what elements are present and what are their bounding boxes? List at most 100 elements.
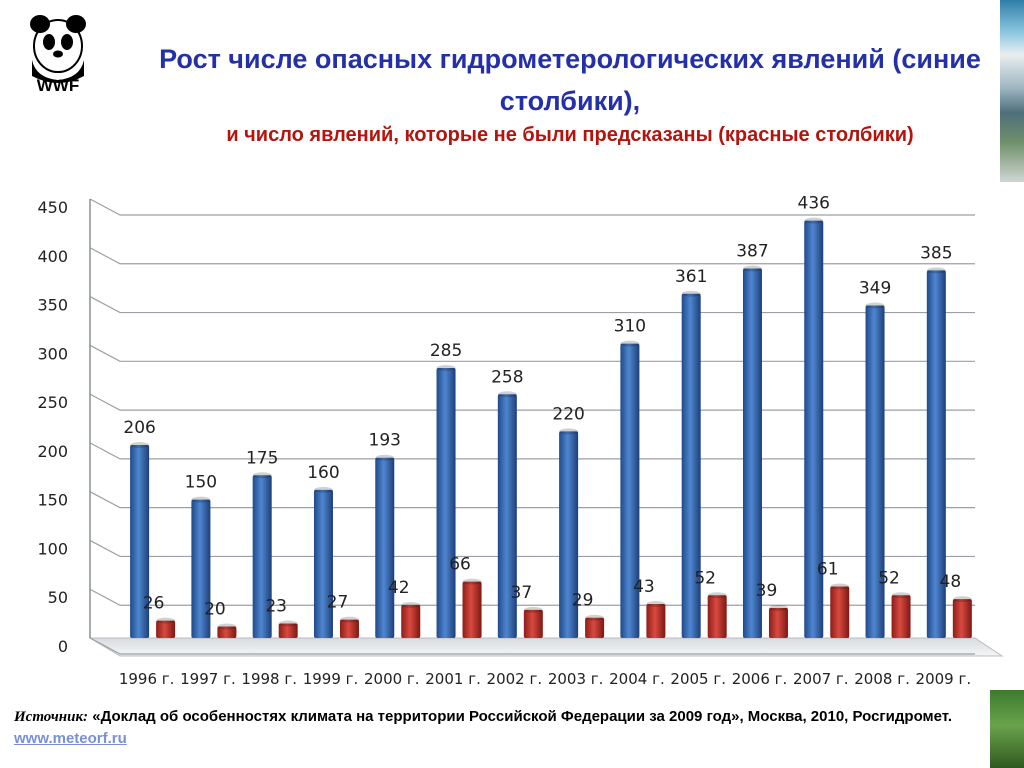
bar-series-1 <box>497 394 517 638</box>
chart-floor <box>88 637 1004 657</box>
x-tick-label: 2006 г. <box>732 670 788 688</box>
source-label: Источник: <box>14 709 89 725</box>
gridline <box>89 198 975 216</box>
bar-series-2-top <box>768 604 788 611</box>
data-label-series-2: 23 <box>265 597 287 617</box>
bar-series-2-top <box>830 583 850 590</box>
bar-series-1 <box>130 445 150 638</box>
bar-series-2 <box>339 619 359 638</box>
bar-series-2-top <box>646 601 666 608</box>
bar-series-2-top <box>523 606 543 613</box>
data-label-series-1: 220 <box>552 404 584 424</box>
x-tick-label: 2003 г. <box>548 670 604 688</box>
data-label-series-2: 66 <box>449 555 471 575</box>
wwf-logo-text: WWF <box>36 76 80 95</box>
bar-series-2 <box>952 599 972 638</box>
data-label-series-1: 160 <box>307 463 339 483</box>
x-tick-label: 2008 г. <box>854 670 910 688</box>
bar-series-2 <box>217 626 237 638</box>
x-tick-label: 1997 г. <box>180 670 236 688</box>
bar-series-2-top <box>707 592 727 599</box>
bar-series-2-top <box>401 602 421 609</box>
data-label-series-2: 42 <box>388 578 410 598</box>
chart-title: Рост числе опасных гидрометерологических… <box>159 44 981 116</box>
bar-series-1-top <box>191 496 211 503</box>
bar-series-2-top <box>952 596 972 603</box>
x-tick-label: 1996 г. <box>119 670 175 688</box>
data-label-series-2: 52 <box>694 568 716 588</box>
x-tick-label: 2007 г. <box>793 670 849 688</box>
x-tick-label: 2004 г. <box>609 670 665 688</box>
bar-series-1-top <box>804 217 824 224</box>
x-tick-label: 1998 г. <box>241 670 297 688</box>
bar-series-1-top <box>375 454 395 461</box>
source-link[interactable]: www.meteorf.ru <box>14 730 127 747</box>
bar-chart: 0 50 100 150 200 250 300 350 400 450 206 26 1996 г. 1… <box>37 194 1004 688</box>
data-label-series-1: 349 <box>859 279 891 299</box>
y-tick-label: 0 <box>58 637 68 656</box>
bar-series-2-top <box>891 592 911 599</box>
data-label-series-1: 193 <box>369 431 401 451</box>
x-tick-label: 1999 г. <box>303 670 359 688</box>
bar-series-2 <box>646 604 666 638</box>
y-tick-label: 350 <box>37 296 68 315</box>
bar-series-2 <box>891 595 911 638</box>
x-tick-label: 2005 г. <box>670 670 726 688</box>
bar-series-1-top <box>130 442 150 449</box>
decorative-photo-corner <box>990 690 1024 768</box>
bar-series-2-top <box>156 617 176 624</box>
x-tick-label: 2000 г. <box>364 670 420 688</box>
bar-series-2-top <box>462 578 482 585</box>
data-label-series-1: 258 <box>491 367 523 387</box>
chart-subtitle: и число явлений, которые не были предска… <box>226 124 914 146</box>
data-label-series-1: 150 <box>185 473 217 493</box>
x-tick-label: 2001 г. <box>425 670 481 688</box>
bar-series-1-top <box>681 290 701 297</box>
y-tick-label: 250 <box>37 393 68 412</box>
bar-series-1 <box>620 343 640 638</box>
data-label-series-1: 175 <box>246 448 278 468</box>
x-tick-label: 2009 г. <box>916 670 972 688</box>
bar-series-1 <box>559 431 579 638</box>
data-label-series-2: 48 <box>940 572 962 592</box>
bar-series-1-top <box>313 486 333 493</box>
bar-series-2 <box>830 586 850 638</box>
bar-series-1 <box>252 475 272 638</box>
bar-series-1 <box>742 268 762 638</box>
bar-series-2 <box>278 623 298 638</box>
gridline <box>89 491 975 509</box>
bar-series-2 <box>707 595 727 638</box>
gridline <box>89 247 975 265</box>
wwf-panda-logo-icon <box>30 15 86 83</box>
data-label-series-1: 206 <box>123 418 155 438</box>
bar-series-1 <box>191 499 211 638</box>
gridline <box>89 637 975 655</box>
y-tick-label: 450 <box>37 198 68 217</box>
data-label-series-2: 29 <box>572 591 594 611</box>
gridline <box>89 442 975 460</box>
y-tick-label: 400 <box>37 247 68 266</box>
data-label-series-1: 385 <box>920 243 952 263</box>
header-panel <box>0 0 1000 182</box>
bar-series-2 <box>401 605 421 638</box>
bar-series-1-top <box>497 391 517 398</box>
bar-series-1-top <box>559 428 579 435</box>
bar-series-2 <box>768 607 788 638</box>
bar-series-2 <box>156 620 176 638</box>
data-label-series-2: 43 <box>633 577 655 597</box>
gridline <box>89 393 975 411</box>
bar-series-1-top <box>742 265 762 272</box>
y-tick-label: 50 <box>48 588 68 607</box>
y-tick-label: 100 <box>37 539 68 558</box>
bar-series-1 <box>436 367 456 638</box>
gridline <box>89 344 975 362</box>
gridline <box>89 539 975 558</box>
data-label-series-2: 20 <box>204 599 226 619</box>
y-tick-label: 150 <box>37 491 68 510</box>
bar-series-2 <box>462 581 482 638</box>
bar-series-1-top <box>252 472 272 479</box>
data-label-series-2: 26 <box>143 594 165 614</box>
bar-series-1 <box>926 270 946 638</box>
data-label-series-2: 61 <box>817 559 839 579</box>
bar-series-1-top <box>620 340 640 347</box>
